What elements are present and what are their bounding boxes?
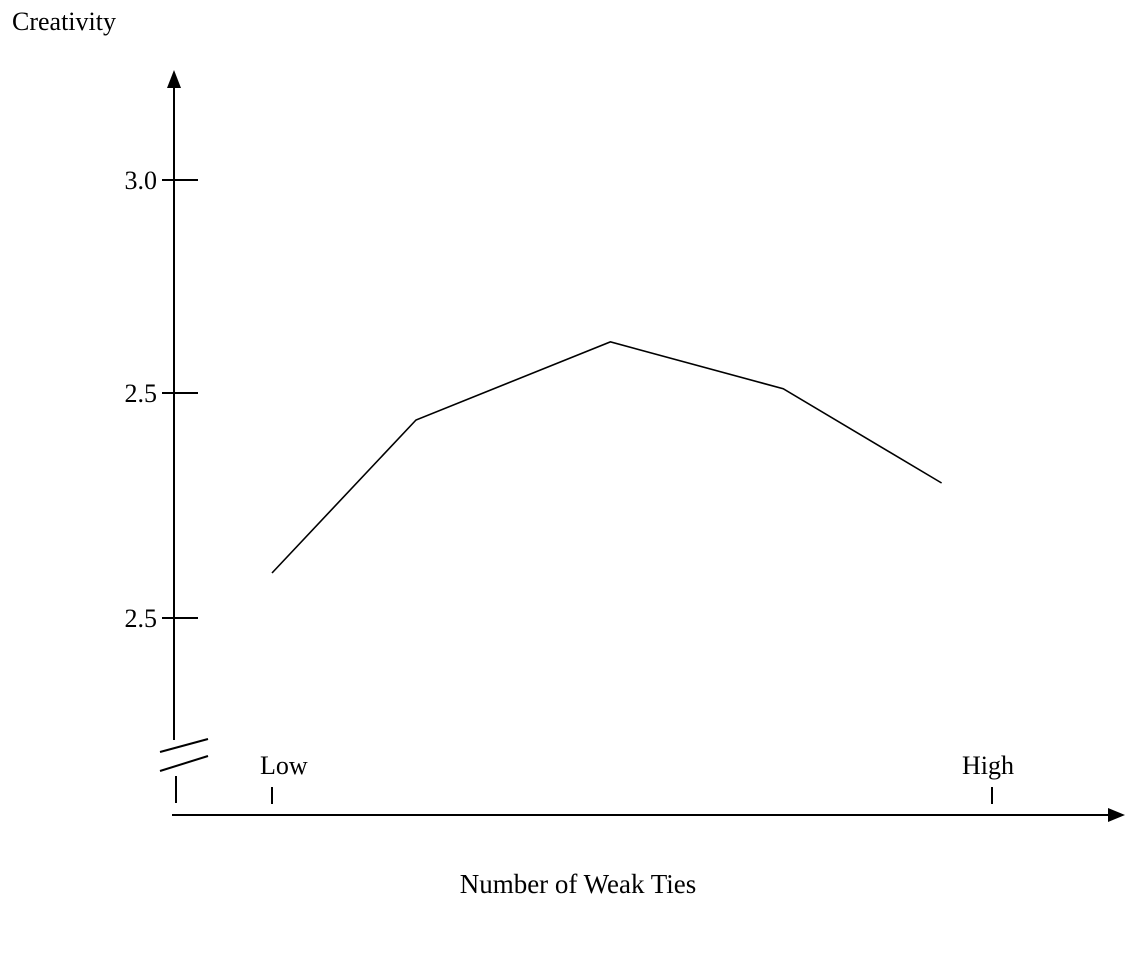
- y-axis-arrowhead: [167, 70, 181, 88]
- y-tick-label: 3.0: [125, 166, 158, 195]
- x-axis-arrowhead: [1108, 808, 1125, 822]
- y-axis-ticks: 3.0 2.5 2.5: [125, 166, 198, 633]
- axis-break-mark: [159, 738, 209, 753]
- x-tick-label-low: Low: [260, 751, 308, 780]
- y-axis-title: Creativity: [12, 7, 116, 36]
- y-tick-label: 2.5: [125, 379, 158, 408]
- y-tick-label: 2.5: [125, 604, 158, 633]
- x-tick-label-high: High: [962, 751, 1014, 780]
- x-axis-title: Number of Weak Ties: [460, 869, 697, 899]
- axis-break-mark: [159, 755, 209, 772]
- series-line: [271, 341, 943, 574]
- series-layer: [271, 341, 943, 574]
